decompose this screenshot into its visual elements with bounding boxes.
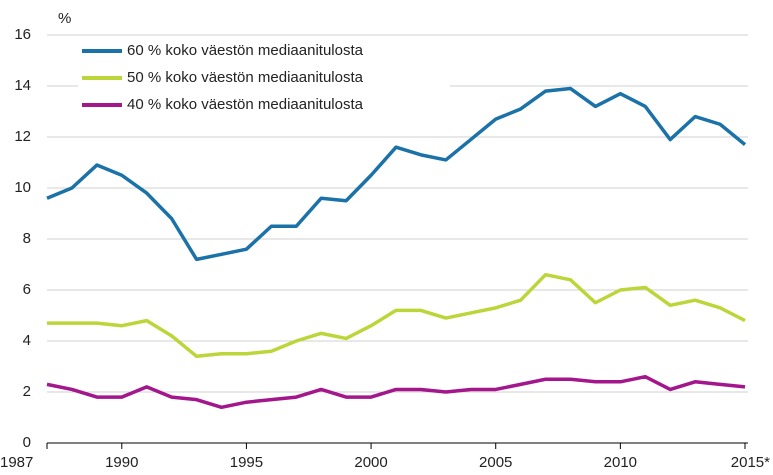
x-tick-label: 1990 <box>105 454 138 471</box>
y-tick-label: 10 <box>14 179 31 196</box>
y-tick-label: 2 <box>23 383 31 400</box>
x-tick-label: 2015* <box>731 454 770 471</box>
y-tick-label: 6 <box>23 281 31 298</box>
line-series <box>46 374 746 410</box>
line-series <box>47 272 746 359</box>
legend-label: 50 % koko väestön mediaanitulosta <box>127 69 364 86</box>
y-tick-label: 16 <box>14 26 31 43</box>
x-tick-label: 2010 <box>604 454 637 471</box>
x-tick-label: 1995 <box>230 454 263 471</box>
y-tick-label: 12 <box>14 128 31 145</box>
x-tick-label: 2000 <box>354 454 387 471</box>
y-tick-label: 0 <box>23 434 31 451</box>
legend-label: 40 % koko väestön mediaanitulosta <box>127 96 364 113</box>
y-tick-label: 14 <box>14 77 31 94</box>
x-tick-label: 2005 <box>479 454 512 471</box>
legend-bg <box>78 93 450 117</box>
legend-bg <box>78 66 450 90</box>
x-tick-label: 1987 <box>0 454 33 471</box>
line-series <box>46 86 747 262</box>
y-tick-label: 4 <box>23 332 31 349</box>
legend-bg <box>78 39 450 63</box>
legend-label: 60 % koko väestön mediaanitulosta <box>127 42 364 59</box>
y-tick-label: 8 <box>23 230 31 247</box>
y-axis-label: % <box>58 10 71 27</box>
